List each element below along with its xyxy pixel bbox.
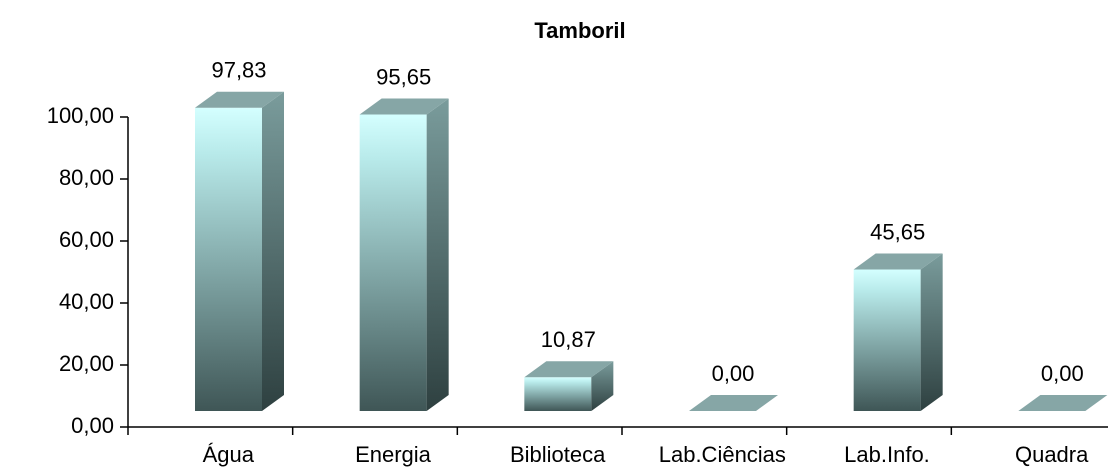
bar-top	[689, 395, 778, 411]
x-tick-label: Água	[203, 442, 255, 467]
bar-top	[359, 98, 449, 115]
y-tick-label: 40,00	[59, 289, 114, 314]
value-label: 45,65	[870, 219, 925, 244]
bar	[359, 98, 449, 412]
x-tick-label: Lab.Ciências	[659, 442, 786, 467]
x-tick-label: Quadra	[1015, 442, 1089, 467]
bar-top	[853, 253, 943, 270]
bar-front	[359, 114, 427, 412]
chart-title: Tamboril	[534, 18, 625, 43]
bar-side	[262, 91, 284, 412]
bar-side	[426, 98, 449, 412]
bar-front	[853, 269, 921, 411]
y-tick-label: 20,00	[59, 351, 114, 376]
bar	[689, 395, 778, 411]
x-tick-label: Biblioteca	[510, 442, 606, 467]
bar-side	[920, 253, 943, 411]
bar-front	[524, 377, 592, 411]
bar-front	[195, 107, 262, 412]
y-tick-label: 0,00	[71, 413, 114, 438]
bar-top	[195, 91, 284, 108]
value-label: 0,00	[712, 361, 755, 386]
y-tick-label: 80,00	[59, 165, 114, 190]
x-tick-label: Energia	[355, 442, 432, 467]
bar	[1018, 395, 1108, 411]
bar	[195, 91, 284, 412]
bar	[524, 361, 614, 411]
x-tick-label: Lab.Info.	[844, 442, 930, 467]
bar-side	[591, 361, 614, 411]
bar-top	[524, 361, 614, 378]
value-label: 10,87	[541, 327, 596, 352]
y-tick-label: 100,00	[47, 103, 114, 128]
value-label: 97,83	[211, 58, 266, 83]
y-tick-label: 60,00	[59, 227, 114, 252]
value-label: 0,00	[1041, 361, 1084, 386]
value-label: 95,65	[376, 64, 431, 89]
bar-top	[1018, 395, 1108, 411]
bar	[853, 253, 943, 411]
